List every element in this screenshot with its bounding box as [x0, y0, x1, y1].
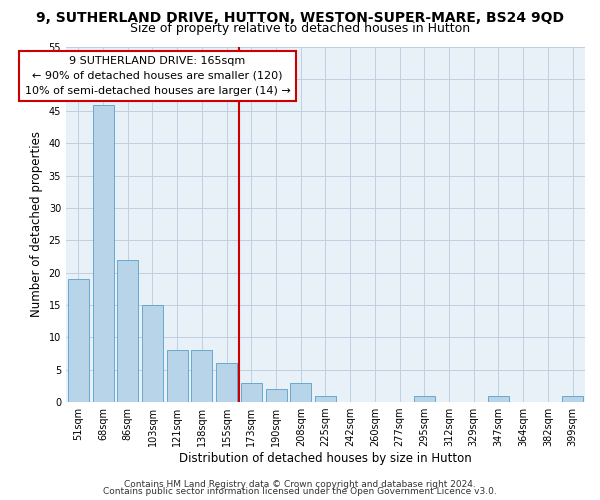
Bar: [414, 396, 435, 402]
Bar: [216, 364, 237, 402]
Bar: [142, 305, 163, 402]
Bar: [241, 382, 262, 402]
Text: 9, SUTHERLAND DRIVE, HUTTON, WESTON-SUPER-MARE, BS24 9QD: 9, SUTHERLAND DRIVE, HUTTON, WESTON-SUPE…: [36, 11, 564, 25]
Text: Contains public sector information licensed under the Open Government Licence v3: Contains public sector information licen…: [103, 487, 497, 496]
Bar: [488, 396, 509, 402]
Bar: [562, 396, 583, 402]
Bar: [68, 279, 89, 402]
Bar: [315, 396, 336, 402]
Bar: [290, 382, 311, 402]
Text: Size of property relative to detached houses in Hutton: Size of property relative to detached ho…: [130, 22, 470, 35]
Bar: [92, 104, 113, 402]
Y-axis label: Number of detached properties: Number of detached properties: [30, 132, 43, 318]
Bar: [117, 260, 138, 402]
Bar: [167, 350, 188, 402]
Bar: [266, 389, 287, 402]
Text: Contains HM Land Registry data © Crown copyright and database right 2024.: Contains HM Land Registry data © Crown c…: [124, 480, 476, 489]
Bar: [191, 350, 212, 402]
X-axis label: Distribution of detached houses by size in Hutton: Distribution of detached houses by size …: [179, 452, 472, 465]
Text: 9 SUTHERLAND DRIVE: 165sqm
← 90% of detached houses are smaller (120)
10% of sem: 9 SUTHERLAND DRIVE: 165sqm ← 90% of deta…: [25, 56, 290, 96]
